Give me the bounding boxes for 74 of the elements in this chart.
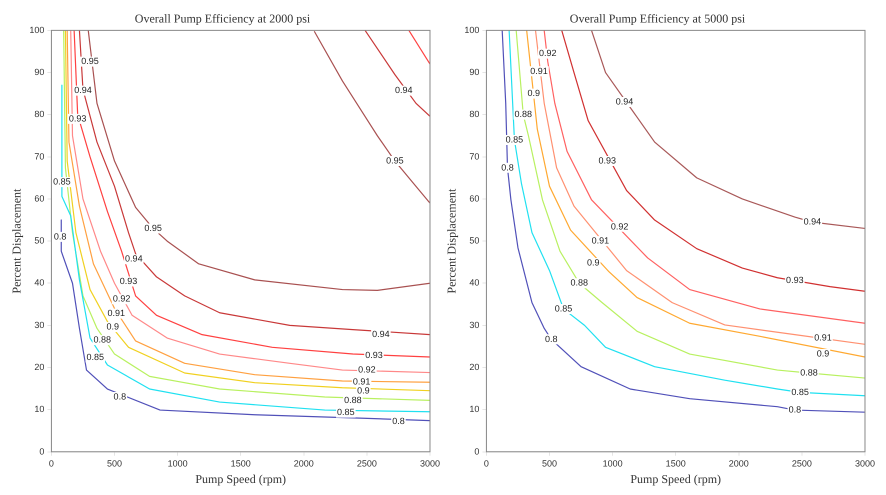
annotation: 0.8 bbox=[54, 231, 66, 242]
y-tick-label: 50 bbox=[469, 236, 480, 246]
annotation: 0.9 bbox=[587, 257, 600, 268]
x-tick-label: 2000 bbox=[728, 458, 749, 469]
y-tick-label: 30 bbox=[34, 320, 44, 330]
annotation: 0.9 bbox=[357, 386, 370, 396]
chart-title: Overall Pump Efficiency at 2000 psi bbox=[134, 11, 311, 26]
y-tick-label: 90 bbox=[469, 67, 480, 78]
y-tick-label: 10 bbox=[34, 404, 44, 414]
x-tick-label: 2500 bbox=[356, 458, 377, 469]
x-tick-label: 2500 bbox=[792, 458, 812, 469]
y-tick-label: 80 bbox=[34, 109, 44, 120]
annotation: 0.93 bbox=[120, 276, 138, 286]
annotation: 0.94 bbox=[372, 329, 390, 340]
x-tick-label: 0 bbox=[484, 458, 489, 469]
y-axis-title: Percent Displacement bbox=[444, 188, 458, 294]
x-tick-label: 1000 bbox=[602, 458, 623, 469]
chart-title: Overall Pump Efficiency at 5000 psi bbox=[570, 11, 746, 26]
y-tick-label: 50 bbox=[34, 236, 44, 246]
annotation: 0.92 bbox=[112, 294, 130, 304]
x-tick-label: 0 bbox=[48, 458, 54, 469]
y-tick-label: 30 bbox=[469, 320, 480, 330]
x-tick-label: 3000 bbox=[420, 458, 440, 469]
x-tick-label: 3000 bbox=[854, 458, 876, 469]
y-tick-label: 90 bbox=[34, 67, 44, 78]
annotation: 0.92 bbox=[538, 48, 557, 58]
x-tick-label: 1500 bbox=[230, 458, 251, 469]
annotation: 0.8 bbox=[114, 392, 126, 402]
y-tick-label: 100 bbox=[464, 24, 480, 35]
annotation: 0.91 bbox=[530, 66, 548, 76]
y-tick-label: 10 bbox=[469, 404, 480, 414]
y-tick-label: 80 bbox=[469, 109, 480, 120]
annotation: 0.85 bbox=[53, 176, 71, 187]
annotation: 0.88 bbox=[94, 334, 112, 345]
annotation: 0.93 bbox=[365, 350, 383, 360]
annotation: 0.94 bbox=[616, 96, 634, 107]
annotation: 0.91 bbox=[592, 236, 610, 246]
annotation: 0.92 bbox=[610, 221, 628, 232]
x-tick-label: 500 bbox=[542, 458, 558, 469]
annotation: 0.94 bbox=[394, 85, 413, 96]
annotation: 0.9 bbox=[106, 322, 120, 332]
y-tick-label: 70 bbox=[34, 151, 44, 162]
annotation: 0.9 bbox=[527, 88, 540, 98]
annotation: 0.95 bbox=[81, 56, 99, 66]
annotation: 0.91 bbox=[814, 332, 832, 343]
x-tick-label: 1500 bbox=[666, 458, 686, 469]
annotation: 0.88 bbox=[344, 394, 362, 405]
annotation: 0.8 bbox=[392, 416, 405, 426]
x-tick-label: 1000 bbox=[168, 458, 188, 469]
y-tick-label: 20 bbox=[34, 362, 44, 372]
annotation: 0.93 bbox=[786, 275, 804, 286]
x-tick-label: 2000 bbox=[294, 458, 314, 469]
x-tick-label: 500 bbox=[106, 458, 122, 469]
y-tick-label: 0 bbox=[474, 446, 480, 456]
annotation: 0.94 bbox=[125, 254, 143, 264]
y-tick-label: 70 bbox=[469, 151, 480, 162]
y-tick-label: 0 bbox=[39, 446, 44, 456]
y-axis-title: Percent Displacement bbox=[9, 188, 24, 294]
annotation: 0.93 bbox=[598, 156, 616, 166]
annotation: 0.91 bbox=[352, 376, 370, 386]
y-tick-label: 20 bbox=[469, 362, 480, 372]
annotation: 0.93 bbox=[68, 113, 86, 124]
annotation: 0.9 bbox=[816, 348, 830, 359]
annotation: 0.85 bbox=[337, 407, 355, 418]
x-axis-title: Pump Speed (rpm) bbox=[195, 472, 286, 486]
annotation: 0.91 bbox=[108, 308, 126, 318]
y-tick-label: 40 bbox=[34, 278, 44, 288]
x-axis-title: Pump Speed (rpm) bbox=[630, 472, 722, 486]
annotation: 0.92 bbox=[358, 364, 376, 375]
y-tick-label: 60 bbox=[34, 193, 44, 204]
y-tick-label: 100 bbox=[29, 24, 44, 35]
y-tick-label: 60 bbox=[469, 193, 480, 204]
annotation: 0.85 bbox=[86, 352, 104, 362]
y-tick-label: 40 bbox=[469, 278, 480, 288]
